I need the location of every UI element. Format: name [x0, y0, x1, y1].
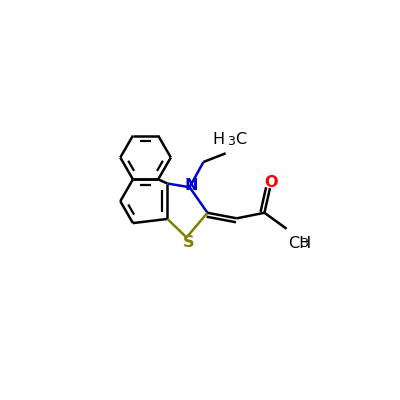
Text: H: H	[212, 132, 224, 146]
Text: O: O	[264, 175, 277, 190]
Text: CH: CH	[288, 236, 312, 250]
Text: C: C	[235, 132, 246, 146]
Text: 3: 3	[300, 238, 308, 250]
Text: N: N	[184, 178, 198, 193]
Text: S: S	[183, 234, 194, 250]
Text: 3: 3	[227, 136, 235, 148]
